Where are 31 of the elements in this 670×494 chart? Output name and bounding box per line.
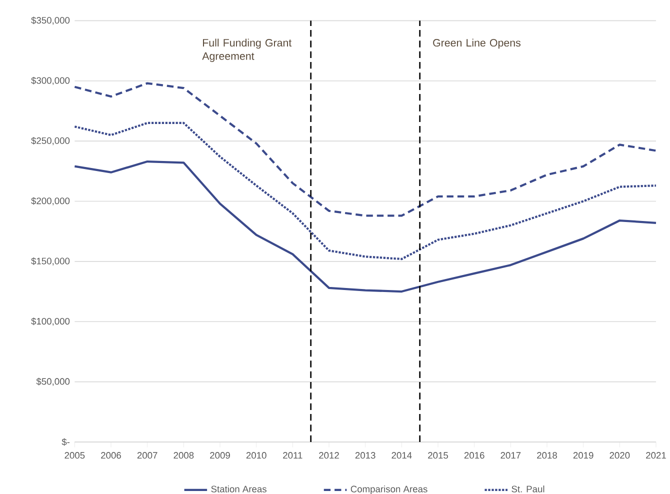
y-tick-label: $- (62, 438, 70, 446)
x-tick-label: 2013 (355, 452, 376, 459)
x-tick-label: 2015 (428, 452, 448, 459)
x-tick-label: 2008 (174, 452, 194, 459)
legend-label: Comparison Areas (350, 486, 428, 494)
y-tick-label: $250,000 (31, 137, 70, 146)
x-tick-label: 2012 (319, 452, 339, 459)
x-tick-label: 2010 (246, 452, 266, 459)
line-series (74, 82, 658, 217)
x-tick-label: 2011 (283, 452, 302, 459)
legend-label: St. Paul (512, 486, 544, 492)
y-tick-label: $350,000 (31, 16, 70, 25)
x-tick-label: 2017 (500, 452, 521, 459)
y-tick-label: $100,000 (31, 318, 70, 326)
x-tick-label: 2014 (392, 452, 412, 459)
x-tick-label: 2019 (573, 452, 594, 459)
y-tick-label: $50,000 (36, 378, 70, 386)
x-tick-label: 2020 (610, 452, 630, 459)
x-tick-label: 2005 (64, 452, 85, 459)
x-tick-label: 2021 (646, 452, 666, 459)
x-tick-label: 2018 (537, 452, 557, 459)
ref-line-label: Green Line Opens (433, 38, 520, 49)
y-tick-label: $150,000 (31, 257, 70, 266)
x-tick-label: 2007 (137, 452, 158, 459)
y-tick-label: $200,000 (31, 197, 70, 206)
x-tick-label: 2016 (464, 452, 484, 459)
x-tick-label: 2009 (210, 452, 230, 459)
legend-label: Station Areas (211, 486, 266, 492)
x-tick-label: 2006 (101, 452, 121, 459)
ref-line-label: Full Funding Grant Agreement (202, 38, 292, 62)
y-tick-label: $300,000 (31, 76, 70, 85)
